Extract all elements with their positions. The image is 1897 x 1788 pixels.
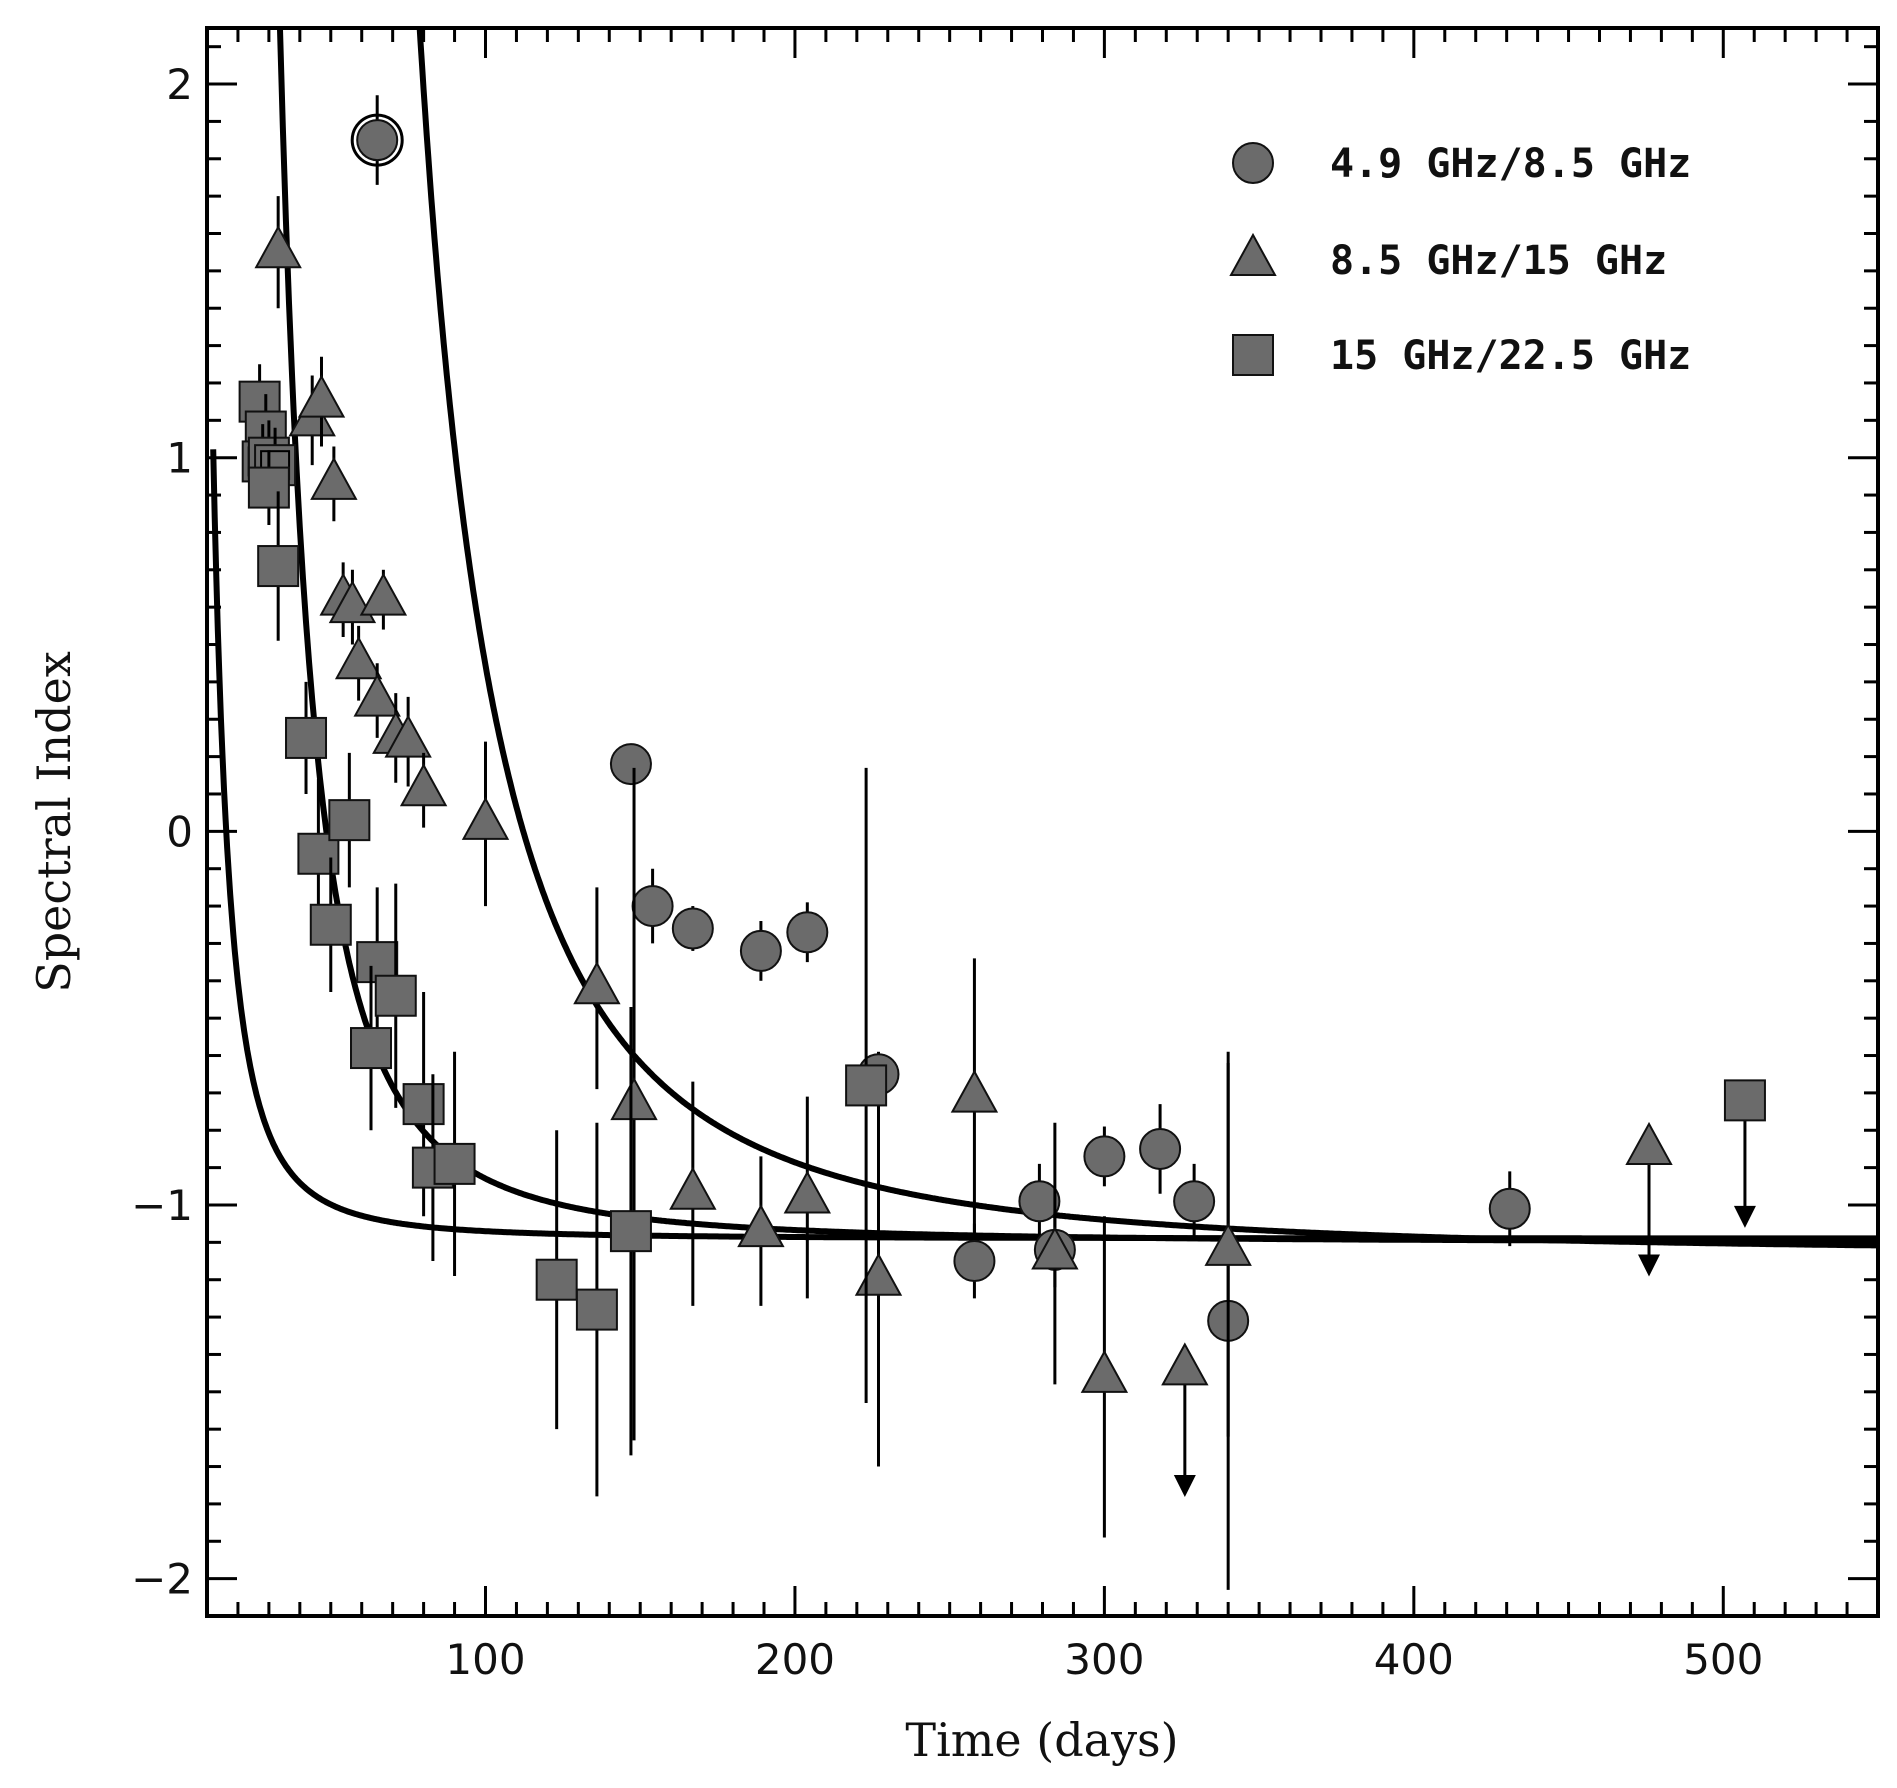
legend-triangle-icon [1229, 232, 1277, 276]
square-point [535, 1258, 578, 1301]
circle-point [953, 1240, 996, 1283]
y-tick-label: 0 [166, 807, 193, 856]
legend-label: 8.5 GHz/15 GHz [1330, 238, 1667, 284]
triangle-point [353, 673, 401, 717]
y-axis-title: Spectral Index [27, 651, 81, 993]
upper-limit-arrowhead [1638, 1254, 1661, 1277]
triangle-point [669, 1166, 717, 1210]
legend-label: 4.9 GHz/8.5 GHz [1330, 141, 1691, 187]
square-point [609, 1210, 652, 1253]
triangle-point [297, 374, 346, 418]
circle-point [671, 907, 714, 950]
upper-limit-arrowhead [1173, 1474, 1196, 1497]
triangle-point [1625, 1121, 1673, 1165]
legend-square-icon [1232, 334, 1274, 376]
square-point [328, 799, 371, 842]
square-point [350, 1027, 393, 1070]
square-point [247, 466, 290, 509]
square-point [309, 903, 352, 946]
triangle-point [399, 763, 448, 807]
circle-point [1173, 1180, 1216, 1223]
circle-point [739, 929, 782, 972]
circle-point [631, 885, 674, 928]
y-tick-label: 2 [166, 60, 193, 109]
legend-circle-icon [1232, 142, 1274, 184]
series-triangle [254, 196, 1673, 1538]
triangle-point [359, 572, 408, 616]
axis-ticks [207, 28, 1878, 1616]
triangle-point [334, 636, 383, 680]
x-tick-label: 100 [445, 1635, 525, 1684]
circle-point [786, 911, 829, 954]
y-tick-label: −2 [131, 1555, 193, 1604]
y-tick-label: 1 [166, 434, 193, 483]
x-axis-title: Time (days) [905, 1713, 1178, 1767]
triangle-point [573, 961, 621, 1005]
x-tick-label: 400 [1374, 1635, 1454, 1684]
triangle-point [1161, 1342, 1209, 1386]
circle-point [1083, 1135, 1126, 1178]
square-point [433, 1142, 476, 1185]
upper-limit-arrowhead [1733, 1205, 1756, 1228]
square-point [402, 1083, 445, 1126]
circle-point [356, 119, 399, 162]
square-point [374, 974, 417, 1017]
square-point [575, 1288, 618, 1331]
triangle-point [737, 1204, 785, 1248]
circle-point [609, 743, 652, 786]
data-points [238, 95, 1766, 1590]
triangle-point [1031, 1226, 1079, 1270]
legend-label: 15 GHz/22.5 GHz [1330, 333, 1691, 379]
x-tick-label: 500 [1683, 1635, 1763, 1684]
fit-15-22.5-curve [210, 449, 1878, 1242]
circle-point [1488, 1187, 1531, 1230]
x-tick-label: 200 [755, 1635, 835, 1684]
tick-labels: 100 200 300 400 500 2 1 0 −1 −2 [131, 60, 1763, 1684]
square-point [285, 716, 328, 759]
triangle-point [950, 1069, 999, 1113]
y-tick-label: −1 [131, 1181, 193, 1230]
triangle-point [461, 796, 510, 840]
circle-point [1018, 1180, 1061, 1223]
triangle-point [310, 456, 358, 500]
highlight-ring [350, 113, 404, 167]
triangle-point [854, 1252, 903, 1296]
series-square [238, 364, 1766, 1497]
triangle-point [1080, 1349, 1129, 1393]
square-point [257, 545, 300, 588]
square-point [845, 1064, 888, 1107]
triangle-point [254, 225, 302, 269]
triangle-point [1204, 1222, 1252, 1266]
circle-point [1139, 1127, 1182, 1170]
x-tick-label: 300 [1064, 1635, 1144, 1684]
triangle-point [783, 1170, 832, 1214]
legend: 4.9 GHz/8.5 GHz 8.5 GHz/15 GHz 15 GHz/22.5… [1229, 141, 1691, 379]
square-point [1723, 1079, 1766, 1122]
triangle-point [610, 1077, 658, 1121]
triangle-point [384, 714, 432, 758]
